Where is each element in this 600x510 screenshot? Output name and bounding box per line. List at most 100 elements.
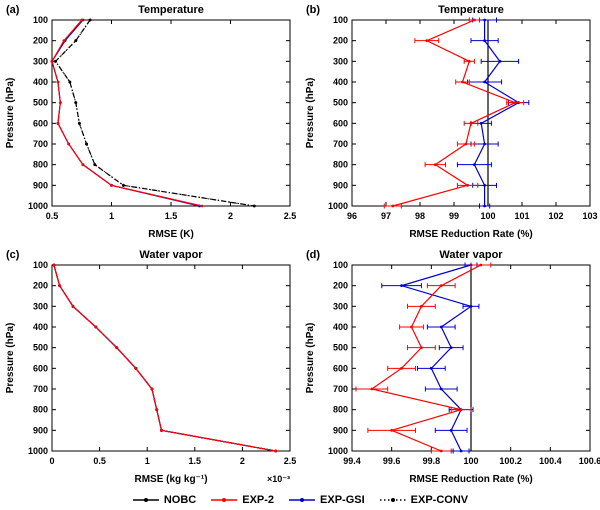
- x-tick-label: 96: [347, 211, 357, 221]
- x-tick-label: 100.6: [579, 456, 600, 466]
- panel-letter-label: (a): [6, 4, 20, 16]
- series-line-exp-gsi: [473, 20, 520, 206]
- y-tick-label: 200: [333, 36, 348, 46]
- series-line-exp-conv: [54, 19, 255, 207]
- nobc-line-sample-icon: [132, 498, 159, 502]
- x-tick-label: 2: [228, 211, 233, 221]
- x-tick-label: 100.4: [539, 456, 562, 466]
- series-line-exp-2: [51, 19, 203, 207]
- y-tick-label: 300: [33, 56, 48, 66]
- x-tick-label: 1.5: [189, 456, 202, 466]
- x-axis-label: RMSE (K): [148, 229, 194, 240]
- x-tick-label: 0: [49, 456, 54, 466]
- y-tick-label: 600: [333, 363, 348, 373]
- y-tick-label: 100: [33, 260, 48, 270]
- y-tick-label: 900: [33, 425, 48, 435]
- panel-letter-label: (d): [306, 249, 320, 261]
- chart-title: Water vapor: [439, 249, 503, 261]
- x-tick-label: 99.6: [383, 456, 401, 466]
- x-tick-label: 103: [582, 211, 597, 221]
- x-tick-label: 99.4: [343, 456, 361, 466]
- legend-label-expgsi: EXP-GSI: [320, 494, 365, 506]
- panel-d-watervapor-rmse-reduction-chart: 99.4 99.6 99.8 100 100.2 100.4 100.6 100 200 300 4…: [305, 249, 600, 485]
- panel-b-temperature-rmse-reduction-chart: 96 97 98 99 100 101 102 103 100 200 300 400 500 600 70…: [305, 4, 598, 240]
- series-line-nobc: [53, 264, 276, 452]
- x-tick-label: 2: [240, 456, 245, 466]
- y-tick-label: 400: [33, 77, 48, 87]
- y-tick-label: 700: [333, 384, 348, 394]
- y-tick-label: 100: [33, 15, 48, 25]
- panel-c-watervapor-rmse-chart: 0 0.5 1 1.5 2 2.5 100 200 300 400 500 600 700 800 900 1…: [5, 249, 297, 485]
- x-tick-label: 100: [480, 211, 495, 221]
- legend-item-nobc: NOBC: [132, 494, 196, 506]
- y-axis-label: Pressure (hPa): [305, 78, 316, 149]
- y-tick-label: 200: [33, 281, 48, 291]
- y-tick-label: 500: [33, 343, 48, 353]
- y-tick-label: 500: [333, 343, 348, 353]
- y-tick-label: 700: [33, 384, 48, 394]
- x-tick-label: 100.2: [499, 456, 522, 466]
- panel-letter-label: (c): [6, 249, 20, 261]
- x-tick-label: 99: [449, 211, 459, 221]
- series-line-exp-gsi: [51, 19, 200, 207]
- chart-title: Temperature: [138, 4, 204, 16]
- y-tick-label: 400: [333, 322, 348, 332]
- y-tick-label: 300: [333, 301, 348, 311]
- x-tick-label: 101: [514, 211, 529, 221]
- exp2-line-sample-icon: [211, 498, 238, 502]
- legend-label-exp2: EXP-2: [242, 494, 275, 506]
- series-line-exp-gsi: [399, 264, 473, 452]
- series-line-exp-2: [392, 19, 517, 207]
- panel-a-temperature-rmse-chart: 0.5 1 1.5 2 2.5 100 200 300 400 500 600 700 800 900 10…: [5, 4, 297, 240]
- legend-label-expconv: EXP-CONV: [410, 494, 469, 506]
- axes-frame: [51, 19, 291, 207]
- legend-item-expgsi: EXP-GSI: [288, 494, 365, 506]
- series-line-nobc: [54, 19, 255, 207]
- y-tick-label: 400: [333, 77, 348, 87]
- x-tick-label: 1: [145, 456, 150, 466]
- x-axis-label: RMSE (kg kg⁻¹): [134, 474, 207, 485]
- x-tick-label: 2.5: [284, 456, 297, 466]
- y-tick-label: 700: [33, 139, 48, 149]
- x-tick-label: 100: [463, 456, 478, 466]
- y-tick-label: 400: [33, 322, 48, 332]
- chart-title: Temperature: [438, 4, 504, 16]
- y-tick-label: 1000: [328, 446, 348, 456]
- x-tick-label: 98: [415, 211, 425, 221]
- series-line-exp-2: [53, 264, 276, 452]
- y-tick-label: 900: [333, 180, 348, 190]
- y-tick-label: 300: [333, 56, 348, 66]
- legend-label-nobc: NOBC: [163, 494, 197, 506]
- x-tick-label: 97: [381, 211, 391, 221]
- y-tick-label: 1000: [28, 446, 48, 456]
- expconv-line-sample-icon: [379, 498, 406, 502]
- y-tick-label: 600: [333, 118, 348, 128]
- y-tick-label: 900: [33, 180, 48, 190]
- y-tick-label: 500: [333, 98, 348, 108]
- axes-frame: [51, 264, 291, 452]
- series-line-exp-conv: [53, 264, 276, 452]
- y-tick-label: 100: [333, 15, 348, 25]
- y-tick-label: 600: [33, 118, 48, 128]
- y-tick-label: 900: [333, 425, 348, 435]
- y-tick-label: 800: [33, 160, 48, 170]
- x-tick-label: 0.5: [46, 211, 59, 221]
- y-tick-label: 1000: [328, 201, 348, 211]
- y-tick-label: 800: [333, 160, 348, 170]
- y-tick-label: 300: [33, 301, 48, 311]
- x-axis-label: RMSE Reduction Rate (%): [409, 229, 532, 240]
- y-axis-label: Pressure (hPa): [305, 323, 316, 394]
- axes-frame: [351, 19, 591, 207]
- legend-item-exp2: EXP-2: [210, 494, 274, 506]
- chart-title: Water vapor: [139, 249, 203, 261]
- y-tick-label: 700: [333, 139, 348, 149]
- y-tick-label: 600: [33, 363, 48, 373]
- y-axis-label: Pressure (hPa): [5, 78, 16, 149]
- y-tick-label: 200: [33, 36, 48, 46]
- series-line-exp-gsi: [53, 264, 276, 452]
- y-tick-label: 500: [33, 98, 48, 108]
- x-axis-multiplier-label: ×10⁻³: [267, 474, 290, 484]
- x-tick-label: 2.5: [284, 211, 297, 221]
- x-tick-label: 102: [548, 211, 563, 221]
